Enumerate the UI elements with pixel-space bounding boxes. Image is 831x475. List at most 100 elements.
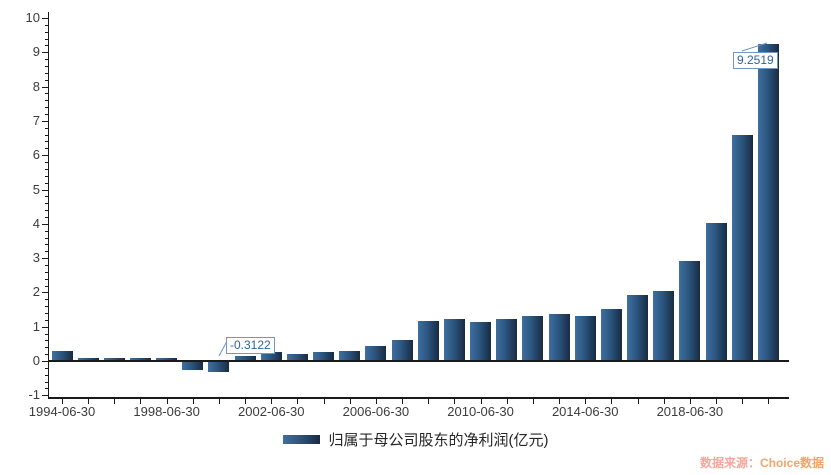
y-major-tick (42, 18, 48, 19)
x-tick (297, 399, 298, 404)
y-minor-tick (45, 59, 48, 60)
y-minor-tick (45, 368, 48, 369)
x-tick-label: 1998-06-30 (133, 404, 200, 419)
y-tick-label: 4 (32, 215, 40, 231)
bar-2019-06-30[interactable] (706, 223, 727, 361)
annotation-callout: 9.2519 (733, 52, 778, 69)
x-tick (611, 399, 612, 404)
bar-2020-06-30[interactable] (732, 135, 753, 361)
x-tick-label: 1994-06-30 (28, 404, 96, 419)
x-tick (271, 399, 272, 404)
y-minor-tick (45, 45, 48, 46)
x-tick (533, 399, 534, 404)
y-minor-tick (45, 107, 48, 108)
x-tick-label: 2018-06-30 (656, 404, 724, 419)
y-minor-tick (45, 388, 48, 389)
x-tick (376, 399, 377, 404)
x-tick (454, 399, 455, 404)
legend-swatch-icon (282, 435, 320, 444)
bar-1996-06-30[interactable] (104, 358, 125, 361)
y-tick-label: 3 (32, 250, 40, 266)
y-minor-tick (45, 306, 48, 307)
x-tick (481, 399, 482, 404)
bar-2010-06-30[interactable] (470, 322, 491, 361)
y-major-tick (42, 87, 48, 88)
bar-2004-06-30[interactable] (313, 352, 334, 361)
y-minor-tick (45, 148, 48, 149)
bar-1997-06-30[interactable] (130, 358, 151, 361)
x-tick-label: 2006-06-30 (342, 404, 410, 419)
bar-1998-06-30[interactable] (156, 358, 177, 361)
bar-2006-06-30[interactable] (365, 346, 386, 361)
y-major-tick (42, 258, 48, 259)
x-tick (768, 399, 769, 404)
bar-2009-06-30[interactable] (444, 319, 465, 361)
bar-2007-06-30[interactable] (392, 340, 413, 361)
y-minor-tick (45, 114, 48, 115)
bar-1999-06-30[interactable] (182, 361, 203, 370)
bar-1995-06-30[interactable] (78, 358, 99, 361)
y-minor-tick (45, 25, 48, 26)
x-tick (690, 399, 691, 404)
bar-2000-06-30[interactable] (208, 361, 229, 372)
bar-2017-06-30[interactable] (653, 291, 674, 361)
x-tick (585, 399, 586, 404)
y-tick-label: 1 (32, 318, 40, 334)
y-minor-tick (45, 231, 48, 232)
y-axis-line (48, 12, 49, 399)
y-tick-label: 0 (32, 353, 40, 368)
y-minor-tick (45, 73, 48, 74)
y-tick-label: 5 (32, 181, 40, 197)
y-major-tick (42, 224, 48, 225)
y-minor-tick (45, 265, 48, 266)
x-tick (245, 399, 246, 404)
bar-2015-06-30[interactable] (601, 309, 622, 361)
y-tick-label: 10 (25, 10, 40, 25)
bar-2005-06-30[interactable] (339, 351, 360, 361)
bar-2014-06-30[interactable] (575, 316, 596, 361)
y-minor-tick (45, 196, 48, 197)
x-tick (716, 399, 717, 404)
y-minor-tick (45, 238, 48, 239)
y-major-tick (42, 395, 48, 396)
bar-2008-06-30[interactable] (418, 321, 439, 361)
x-tick (167, 399, 168, 404)
source-prefix: 数据来源： (699, 456, 760, 470)
bar-2013-06-30[interactable] (549, 314, 570, 361)
bar-1994-06-30[interactable] (52, 351, 73, 361)
y-minor-tick (45, 340, 48, 341)
y-minor-tick (45, 135, 48, 136)
bar-2011-06-30[interactable] (496, 319, 517, 361)
legend-label: 归属于母公司股东的净利润(亿元) (328, 432, 549, 449)
source-name: Choice数据 (759, 456, 824, 470)
bar-2001-06-30[interactable] (235, 356, 256, 361)
x-tick (324, 399, 325, 404)
x-tick (402, 399, 403, 404)
x-tick (88, 399, 89, 404)
x-tick (140, 399, 141, 404)
y-minor-tick (45, 66, 48, 67)
bar-2016-06-30[interactable] (627, 295, 648, 361)
y-major-tick (42, 155, 48, 156)
x-axis-line (48, 397, 789, 399)
x-tick (350, 399, 351, 404)
bar-2021-06-30[interactable] (758, 44, 779, 361)
legend[interactable]: 归属于母公司股东的净利润(亿元) (0, 429, 831, 450)
y-minor-tick (45, 169, 48, 170)
bar-2003-06-30[interactable] (287, 354, 308, 361)
bar-2002-06-30[interactable] (261, 352, 282, 361)
y-minor-tick (45, 286, 48, 287)
y-tick-label: 8 (32, 78, 40, 94)
x-tick (193, 399, 194, 404)
y-major-tick (42, 292, 48, 293)
data-source: 数据来源：Choice数据 (700, 454, 824, 471)
y-minor-tick (45, 32, 48, 33)
bar-2018-06-30[interactable] (679, 261, 700, 361)
y-minor-tick (45, 382, 48, 383)
y-minor-tick (45, 279, 48, 280)
bar-2012-06-30[interactable] (522, 316, 543, 361)
y-minor-tick (45, 93, 48, 94)
y-major-tick (42, 190, 48, 191)
x-tick (664, 399, 665, 404)
y-tick-label: 2 (32, 284, 40, 300)
